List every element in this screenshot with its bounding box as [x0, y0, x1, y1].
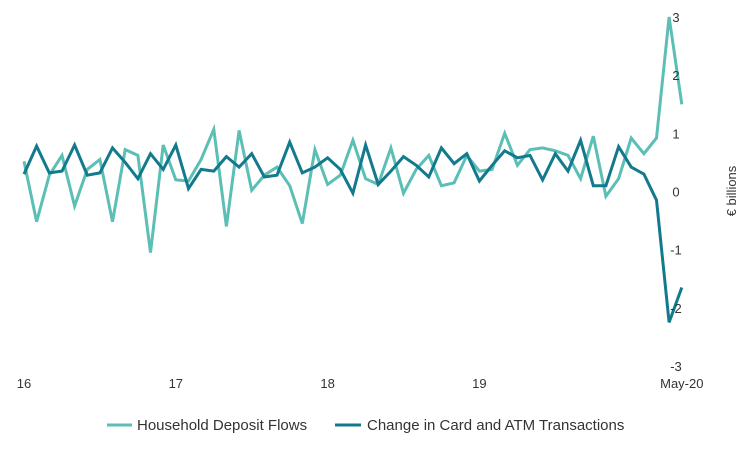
x-tick-label: 16: [17, 376, 31, 391]
legend-label-1: Household Deposit Flows: [137, 417, 307, 434]
x-tick-label: May-20: [660, 376, 703, 391]
y-tick-label: 3: [672, 10, 679, 25]
y-tick-label: 1: [672, 126, 679, 141]
y-axis-label: € billions: [724, 165, 739, 216]
y-tick-label: -3: [670, 359, 682, 374]
y-tick-label: 0: [672, 185, 679, 200]
y-axis-ticks: 3 2 1 0 -1 -2 -3: [670, 10, 682, 374]
y-tick-label: -1: [670, 243, 682, 258]
series-layer: [22, 16, 684, 323]
x-tick-label: 19: [472, 376, 486, 391]
y-tick-label: 2: [672, 68, 679, 83]
x-tick-label: 17: [169, 376, 183, 391]
series-line-1: [22, 16, 684, 253]
series-line-2: [22, 135, 684, 323]
legend-label-2: Change in Card and ATM Transactions: [367, 417, 624, 434]
y-tick-label: -2: [670, 301, 682, 316]
legend: Household Deposit Flows Change in Card an…: [107, 417, 624, 434]
x-axis-ticks: 16 17 18 19 May-20: [17, 376, 704, 391]
x-tick-label: 18: [320, 376, 334, 391]
